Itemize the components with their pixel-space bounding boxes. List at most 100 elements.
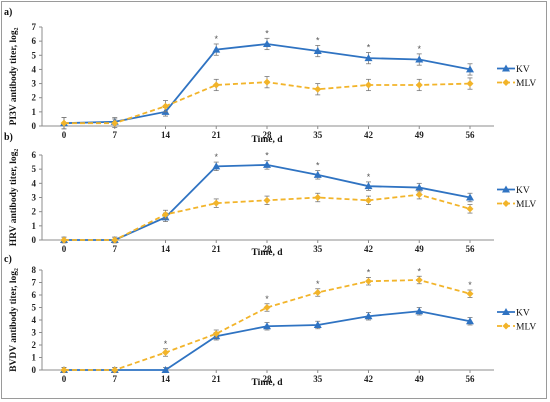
significance-star: * — [468, 280, 472, 290]
y-tick-label: 1 — [32, 221, 37, 231]
series-line — [64, 310, 471, 371]
legend-marker-mlv — [502, 79, 510, 86]
y-tick-label: 4 — [32, 178, 37, 188]
y-tick-label: 0 — [32, 121, 37, 131]
y-tick-label: 4 — [32, 64, 37, 74]
data-point-kv — [364, 182, 373, 190]
x-tick-label: 14 — [161, 130, 171, 140]
data-point-mlv — [365, 196, 372, 204]
legend-label-kv: KV — [516, 309, 530, 319]
y-tick-label: 1 — [32, 353, 37, 363]
legend-label-mlv: MLV — [516, 200, 536, 210]
y-tick-label: 6 — [32, 290, 37, 300]
x-tick-label: 42 — [364, 244, 374, 254]
data-point-kv — [364, 312, 373, 320]
x-tick-label: 42 — [364, 374, 374, 384]
significance-star: * — [367, 268, 371, 278]
y-tick-label: 5 — [32, 303, 37, 313]
x-tick-label: 35 — [313, 244, 323, 254]
x-tick-label: 28 — [263, 374, 273, 384]
data-point-mlv — [111, 236, 119, 244]
significance-star: * — [316, 279, 320, 289]
y-tick-label: 2 — [32, 340, 37, 350]
data-point-mlv — [212, 81, 220, 89]
y-tick-label: 5 — [32, 164, 37, 174]
series-line — [64, 81, 471, 125]
x-tick-label: 49 — [415, 130, 425, 140]
data-point-mlv — [314, 85, 322, 93]
legend-label-mlv: MLV — [516, 323, 536, 333]
x-tick-label: 56 — [466, 374, 476, 384]
x-tick-label: 7 — [113, 244, 118, 254]
legend: KV MLV — [497, 185, 536, 210]
x-tick-label: 56 — [466, 130, 476, 140]
x-tick-label: 28 — [263, 244, 273, 254]
data-point-mlv — [314, 194, 322, 201]
data-point-mlv — [314, 289, 322, 296]
data-point-mlv — [212, 199, 220, 207]
x-tick-label: 14 — [161, 244, 171, 254]
x-tick-label: 49 — [415, 374, 425, 384]
significance-star: * — [367, 172, 371, 182]
x-tick-label: 49 — [415, 244, 425, 254]
x-axis-title: Time, d — [252, 135, 284, 145]
data-point-kv — [161, 366, 170, 373]
y-tick-label: 0 — [32, 365, 37, 375]
legend-marker-kv — [502, 64, 510, 72]
series-mlv — [60, 275, 474, 374]
legend-marker-kv — [502, 185, 510, 193]
data-point-kv — [415, 55, 424, 63]
data-point-mlv — [415, 81, 423, 89]
significance-star: * — [265, 151, 269, 161]
x-tick-label: 35 — [313, 374, 323, 384]
data-point-mlv — [263, 78, 271, 86]
x-tick-label: 21 — [212, 374, 222, 384]
y-tick-label: 0 — [32, 235, 37, 245]
data-point-kv — [263, 160, 271, 168]
data-point-mlv — [365, 81, 372, 89]
legend-marker-mlv — [502, 200, 510, 207]
significance-star: * — [164, 339, 168, 349]
legend-marker-mlv — [502, 322, 510, 330]
data-point-kv — [415, 183, 424, 191]
data-point-mlv — [263, 196, 271, 204]
data-point-mlv — [162, 211, 169, 218]
panel-label: b) — [4, 132, 13, 143]
data-point-mlv — [111, 366, 119, 374]
data-point-mlv — [162, 349, 169, 356]
data-point-mlv — [111, 119, 119, 127]
data-point-mlv — [162, 102, 169, 110]
data-point-kv — [263, 322, 271, 330]
data-point-mlv — [60, 236, 68, 244]
significance-star: * — [417, 44, 421, 54]
significance-star: * — [417, 266, 421, 276]
data-point-kv — [466, 317, 474, 325]
x-axis-title: Time, d — [252, 248, 284, 258]
y-tick-label: 1 — [32, 107, 37, 117]
data-point-kv — [263, 39, 271, 47]
y-axis-title: HRV antibody titer, log₂ — [9, 149, 19, 247]
y-tick-label: 7 — [32, 278, 37, 288]
x-tick-label: 7 — [113, 374, 118, 384]
significance-star: * — [316, 161, 320, 171]
data-point-mlv — [466, 80, 474, 88]
y-axis-title: PI3V antibody titer, log₂ — [9, 27, 19, 125]
data-point-mlv — [60, 366, 68, 374]
y-tick-label: 3 — [32, 193, 37, 203]
panel-label: a) — [4, 7, 12, 18]
y-tick-label: 7 — [32, 22, 37, 32]
significance-star: * — [265, 28, 269, 38]
legend: KV MLV — [497, 308, 536, 333]
x-tick-label: 21 — [212, 130, 222, 140]
x-tick-label: 28 — [263, 130, 273, 140]
x-tick-label: 56 — [466, 244, 476, 254]
y-tick-label: 2 — [32, 93, 37, 103]
y-tick-label: 8 — [32, 265, 37, 275]
data-point-mlv — [415, 191, 423, 199]
series-line — [64, 279, 471, 371]
data-point-mlv — [466, 290, 474, 298]
x-tick-label: 7 — [113, 130, 118, 140]
